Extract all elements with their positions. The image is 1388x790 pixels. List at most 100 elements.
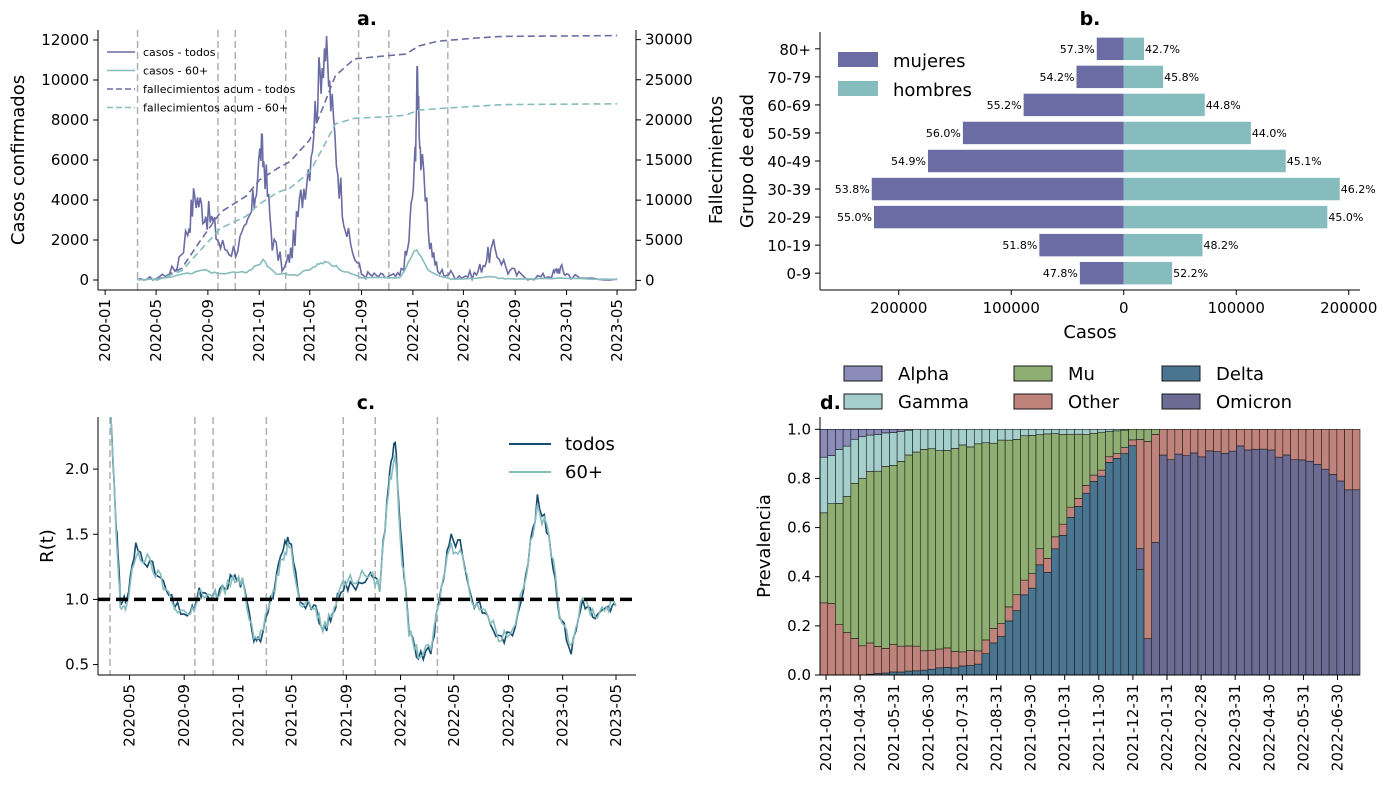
x-tick-label: 2022-09 bbox=[506, 299, 524, 362]
y-tick-label: 4000 bbox=[51, 191, 89, 209]
bar-mujeres bbox=[1079, 261, 1124, 285]
bar-segment bbox=[1012, 439, 1021, 596]
bar-segment bbox=[989, 628, 998, 644]
bar-segment bbox=[997, 636, 1006, 676]
bar-segment bbox=[1120, 428, 1129, 431]
x-tick-label: 2022-05 bbox=[445, 684, 463, 747]
bar-segment bbox=[896, 431, 906, 462]
bar-segment bbox=[819, 428, 829, 458]
bar-segment bbox=[912, 451, 921, 647]
bar-segment bbox=[1112, 428, 1122, 432]
y-right-tick-label: 10000 bbox=[645, 191, 693, 209]
bar-label: 52.2% bbox=[1173, 267, 1208, 280]
x-tick-label: 200000 bbox=[1320, 299, 1377, 317]
bar-segment bbox=[873, 646, 883, 674]
bar-segment bbox=[1089, 474, 1099, 482]
bar-segment bbox=[1274, 428, 1284, 458]
bar-segment bbox=[1351, 428, 1361, 491]
bar-segment bbox=[1251, 428, 1261, 450]
bar-segment bbox=[989, 442, 998, 629]
bar-segment bbox=[1328, 428, 1338, 475]
bar-segment bbox=[973, 663, 983, 676]
bar-segment bbox=[958, 651, 967, 667]
x-tick-label: 2021-01 bbox=[250, 299, 268, 362]
bar-segment bbox=[1166, 459, 1176, 676]
y-tick-label: 0 bbox=[79, 271, 89, 289]
bar-hombres bbox=[1123, 65, 1164, 89]
bar-segment bbox=[1128, 445, 1137, 676]
x-tick-label: 2021-04-30 bbox=[851, 684, 869, 771]
legend-label: fallecimientos acum - todos bbox=[143, 83, 296, 96]
bar-segment bbox=[1290, 428, 1299, 461]
bar-segment bbox=[1128, 428, 1137, 441]
x-tick-label: 200000 bbox=[870, 299, 927, 317]
bar-segment bbox=[919, 650, 929, 671]
series-line bbox=[110, 417, 617, 660]
bar-segment bbox=[850, 428, 859, 440]
bar-segment bbox=[1027, 428, 1037, 436]
bar-segment bbox=[1290, 459, 1299, 676]
bar-segment bbox=[1120, 447, 1129, 454]
x-tick-label: 2023-01 bbox=[558, 299, 576, 362]
y-tick-label: 30-39 bbox=[767, 181, 811, 199]
legend-label: Delta bbox=[1216, 364, 1264, 385]
bar-label: 57.3% bbox=[1060, 43, 1095, 56]
y-axis-label: Prevalencia bbox=[754, 494, 775, 598]
bar-segment bbox=[927, 448, 937, 651]
bar-segment bbox=[1182, 455, 1191, 676]
bar-segment bbox=[958, 444, 967, 653]
y-tick-label: 1.0 bbox=[787, 420, 811, 438]
bar-segment bbox=[981, 639, 991, 654]
legend-label: Omicron bbox=[1216, 392, 1292, 413]
bar-segment bbox=[1043, 433, 1052, 559]
bar-segment bbox=[1004, 620, 1014, 676]
bar-segment bbox=[966, 446, 975, 651]
bar-segment bbox=[865, 428, 875, 436]
bar-segment bbox=[1259, 448, 1268, 676]
bar-segment bbox=[1074, 428, 1083, 435]
bar-segment bbox=[827, 455, 836, 504]
x-axis-label: Casos bbox=[1063, 322, 1116, 343]
bar-segment bbox=[981, 653, 991, 676]
bar-segment bbox=[1297, 459, 1307, 676]
x-tick-label: 2022-03-31 bbox=[1226, 684, 1244, 771]
bar-label: 55.2% bbox=[987, 99, 1022, 112]
bar-segment bbox=[1081, 428, 1091, 435]
bar-segment bbox=[912, 428, 921, 453]
bar-segment bbox=[1051, 428, 1060, 434]
bar-segment bbox=[950, 667, 960, 676]
bar-segment bbox=[1074, 506, 1083, 676]
bar-segment bbox=[958, 665, 967, 676]
series-line bbox=[155, 103, 618, 282]
bar-segment bbox=[819, 512, 829, 604]
legend-swatch bbox=[1013, 393, 1053, 410]
bar-label: 47.8% bbox=[1043, 267, 1078, 280]
x-tick-label: 2022-04-30 bbox=[1260, 684, 1278, 771]
bar-segment bbox=[1159, 454, 1168, 676]
bar-segment bbox=[943, 450, 952, 649]
bar-segment bbox=[1135, 439, 1145, 549]
legend-label: casos - todos bbox=[143, 46, 216, 59]
bar-segment bbox=[958, 428, 967, 446]
bar-mujeres bbox=[928, 149, 1124, 173]
bar-mujeres bbox=[1039, 233, 1124, 257]
bar-segment bbox=[858, 477, 867, 647]
bar-segment bbox=[1321, 468, 1330, 676]
bar-segment bbox=[1105, 462, 1114, 676]
bar-segment bbox=[904, 429, 913, 456]
bar-segment bbox=[904, 670, 913, 676]
bar-hombres bbox=[1123, 261, 1173, 285]
x-tick-label: 2021-03-31 bbox=[817, 684, 835, 771]
bar-segment bbox=[1112, 430, 1122, 454]
bar-label: 54.9% bbox=[891, 155, 926, 168]
bar-segment bbox=[1066, 428, 1075, 435]
bar-segment bbox=[819, 602, 829, 676]
legend-label: casos - 60+ bbox=[143, 65, 208, 78]
bar-segment bbox=[835, 428, 844, 450]
bar-segment bbox=[881, 432, 890, 467]
bar-label: 44.8% bbox=[1206, 99, 1241, 112]
bar-segment bbox=[950, 651, 960, 669]
bar-segment bbox=[1159, 428, 1168, 456]
bar-segment bbox=[950, 428, 960, 449]
